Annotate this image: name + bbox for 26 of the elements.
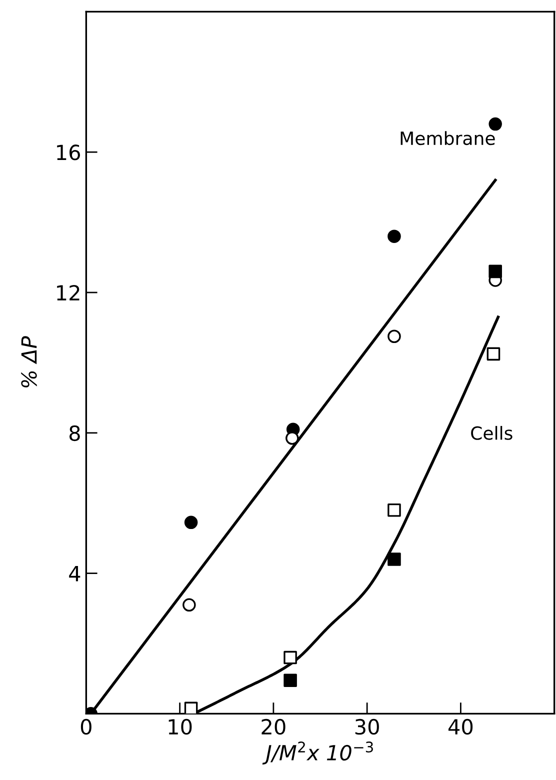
annotation: Membrane — [400, 131, 495, 146]
point — [388, 503, 401, 517]
x-axis-title: J/M$^{2}$x 10$^{−3}$ — [262, 742, 373, 764]
point — [284, 650, 297, 664]
point — [184, 516, 198, 530]
point — [488, 264, 502, 278]
annotation: Cells — [471, 426, 512, 440]
x-tick-label: 0 — [80, 718, 92, 735]
point — [286, 432, 299, 445]
x-tick-label: 20 — [262, 718, 286, 735]
point — [184, 702, 198, 714]
point — [388, 552, 401, 566]
point — [388, 230, 401, 243]
y-tick-label: 4 — [69, 566, 80, 582]
x-tick-label: 40 — [448, 718, 473, 735]
point — [486, 347, 500, 361]
y-tick-label: 8 — [69, 425, 80, 442]
x-tick-label: 10 — [168, 718, 192, 735]
point — [388, 330, 401, 344]
point — [182, 598, 196, 612]
point — [284, 674, 297, 687]
y-tick-label: 16 — [57, 144, 80, 160]
y-axis-title: % ΔP — [21, 336, 37, 388]
point — [488, 117, 502, 131]
x-tick-label: 30 — [355, 718, 379, 735]
y-tick-label: 12 — [57, 284, 80, 300]
